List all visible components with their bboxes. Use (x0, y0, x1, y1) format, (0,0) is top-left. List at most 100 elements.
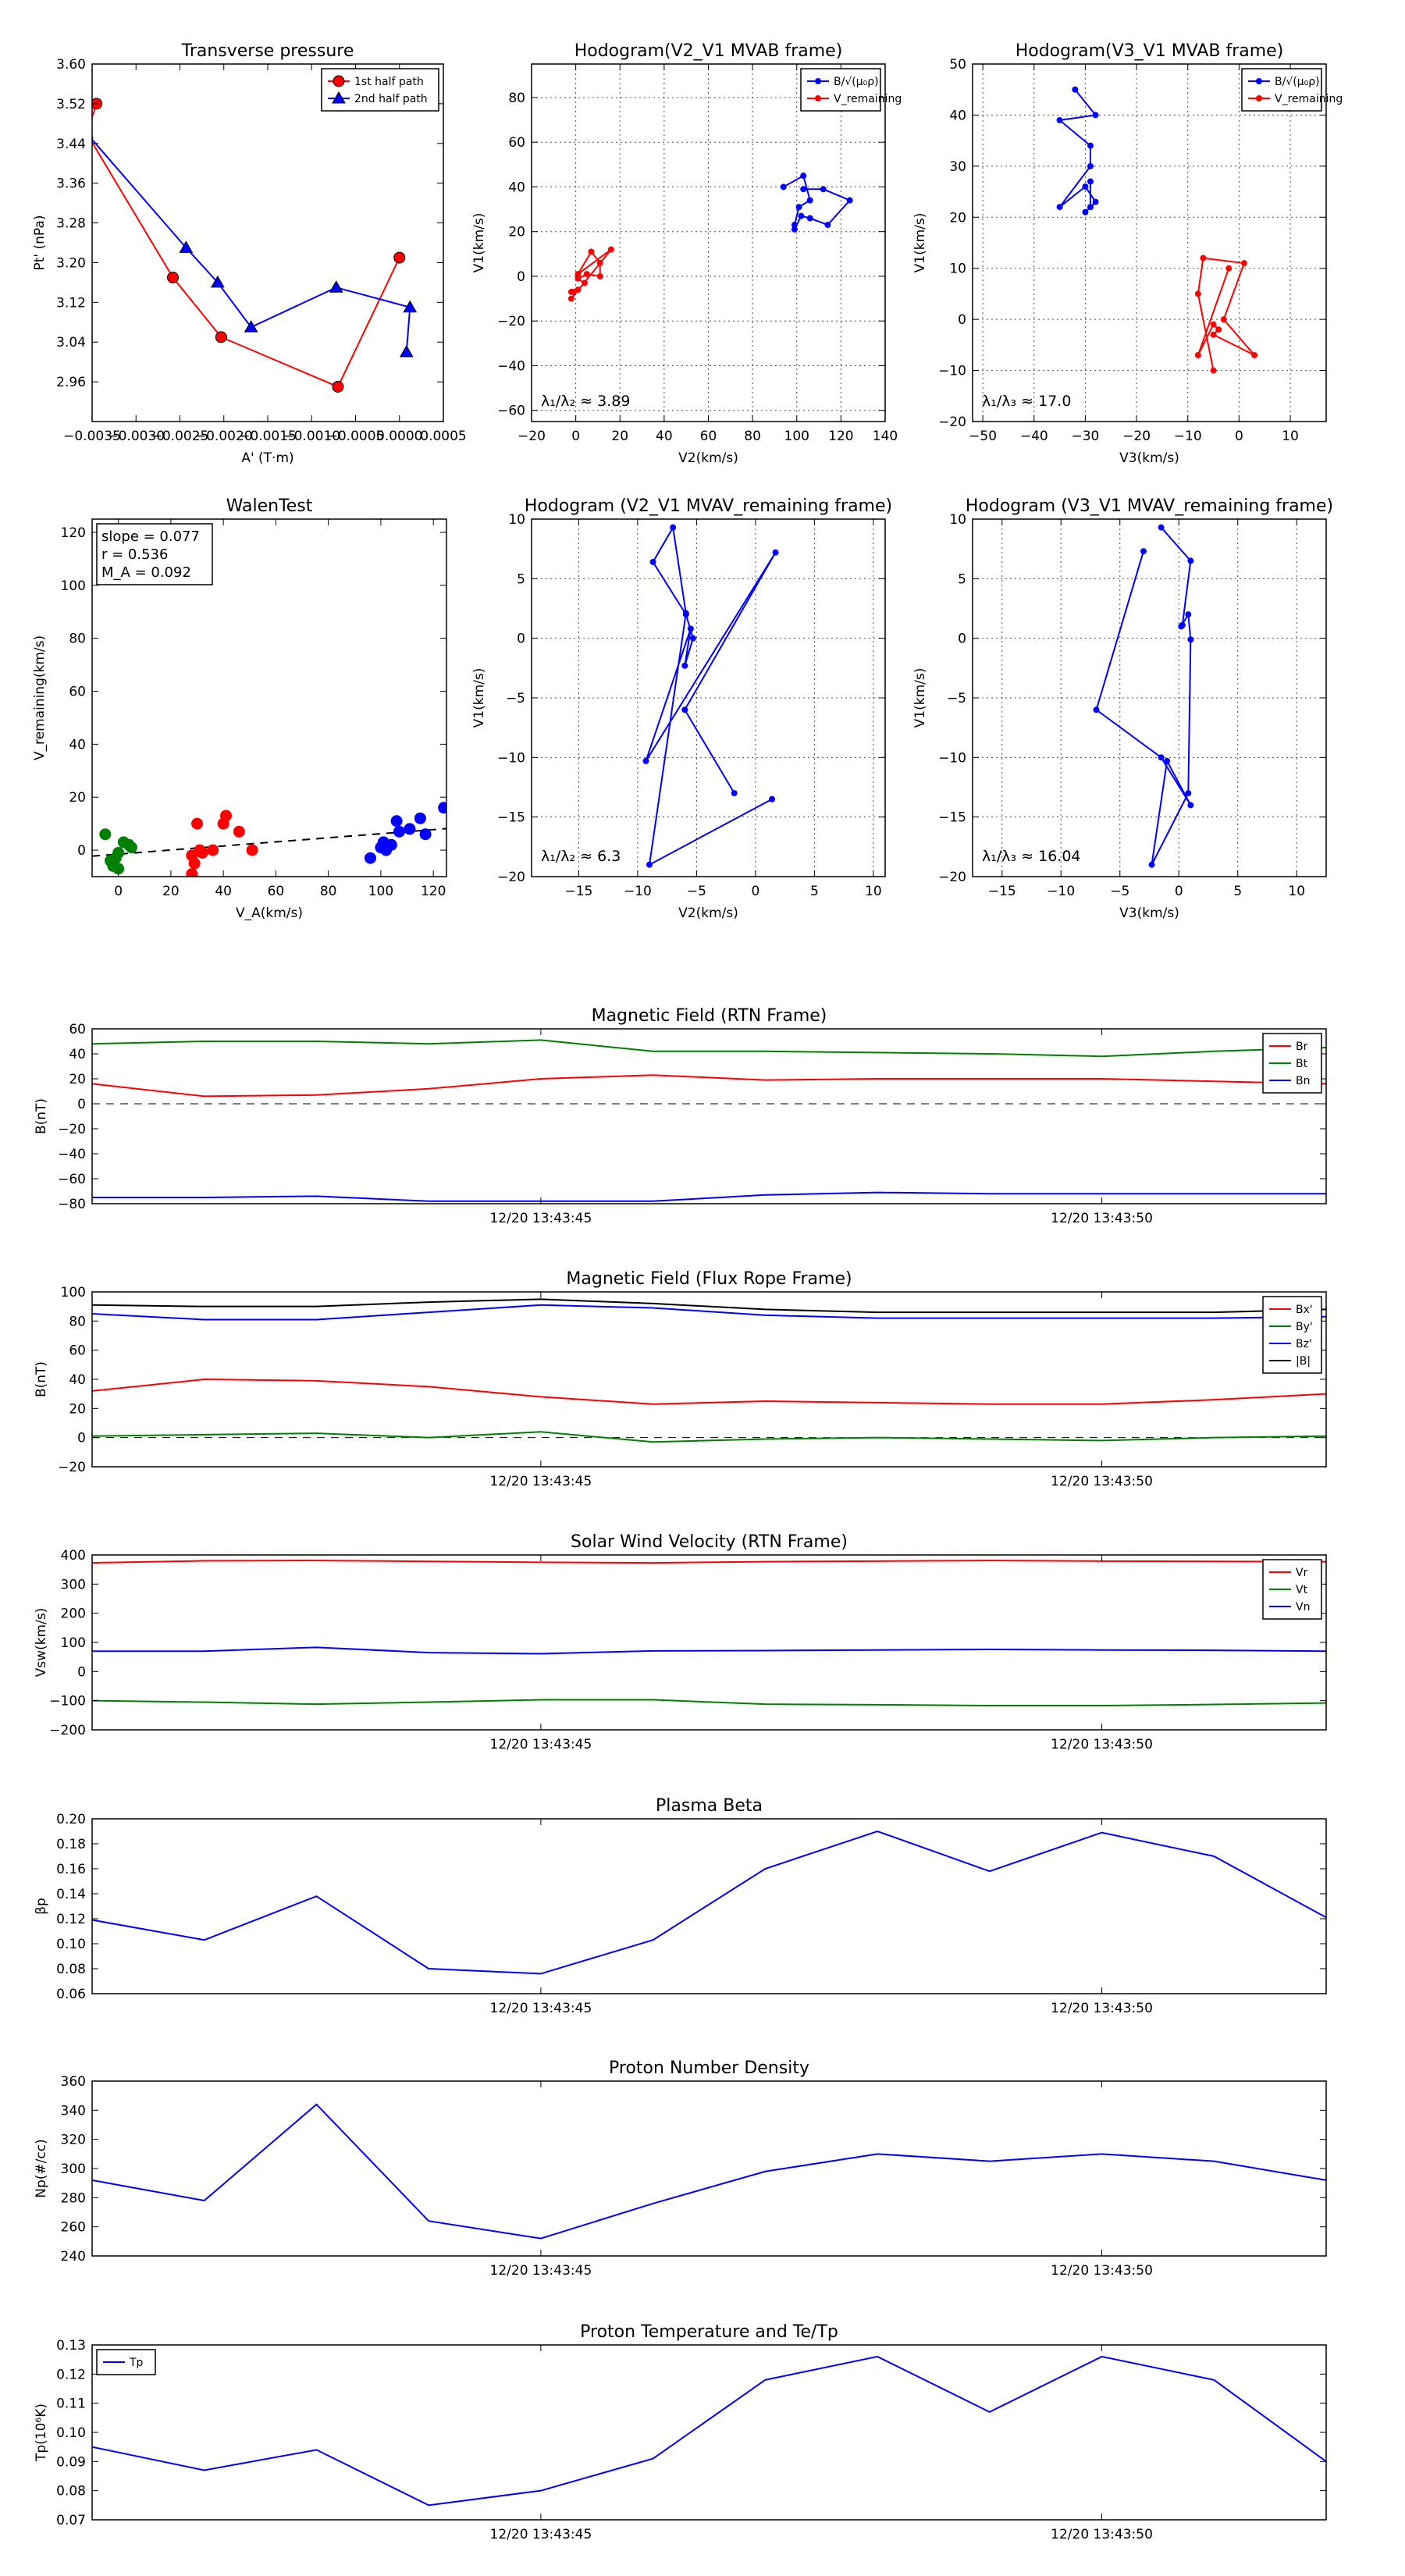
fit-line (92, 827, 446, 857)
y-tick-label: 200 (61, 1606, 86, 1622)
y-tick-label: 10 (949, 512, 966, 528)
data-point (607, 246, 614, 253)
data-point (583, 271, 590, 278)
series-line-by- (92, 1431, 1326, 1443)
y-tick-label: −20 (497, 314, 525, 329)
data-point (1087, 178, 1094, 185)
x-tick-label: 60 (268, 884, 285, 899)
plot-frame (972, 63, 1327, 422)
x-tick-label: 20 (162, 884, 180, 899)
x-tick-label: 12/20 13:43:45 (490, 1737, 592, 1752)
chart-beta: Plasma Beta 12/20 13:43:45 12/20 13:43:50 0… (34, 1796, 1327, 2016)
data-point (795, 204, 802, 211)
data-point (1194, 290, 1201, 297)
y-tick-label: 5 (958, 571, 966, 587)
y-tick-label: 300 (61, 2161, 86, 2177)
data-point (1092, 112, 1099, 119)
plot-area (567, 173, 853, 302)
data-point (211, 275, 225, 288)
legend-label: 2nd half path (354, 93, 428, 105)
annotation-text: λ₁/λ₃ ≈ 16.04 (982, 848, 1081, 865)
y-axis-label: V1(km/s) (471, 213, 487, 273)
series-line-np (92, 2103, 1326, 2240)
y-tick-label: 100 (61, 578, 86, 594)
y-tick-label: −20 (497, 870, 525, 885)
y-tick-label: 20 (508, 225, 525, 240)
y-tick-label: 40 (949, 108, 966, 123)
x-tick-label: −0.0015 (239, 429, 297, 444)
chart-title: Proton Temperature and Te/Tp (580, 2322, 838, 2342)
data-point (800, 186, 807, 193)
x-tick-label: 0 (571, 429, 580, 444)
x-tick-label: 100 (784, 429, 809, 444)
x-tick-label: 12/20 13:43:50 (1051, 2527, 1153, 2542)
plot-frame (91, 1028, 1327, 1204)
stats-line: r = 0.536 (101, 546, 168, 563)
data-point (780, 183, 787, 190)
legend: B/√(μ₀ρ) V_remaining (1241, 68, 1343, 112)
x-tick-label: −15 (564, 884, 592, 899)
plot-area (92, 1039, 1326, 1202)
scatter-point (419, 828, 432, 841)
legend-label: V_remaining (1275, 93, 1343, 105)
y-tick-label: 40 (69, 1372, 86, 1388)
y-tick-label: −40 (497, 358, 525, 374)
y-tick-label: 3.60 (56, 57, 86, 73)
x-tick-label: −20 (518, 429, 546, 444)
x-tick-label: 10 (865, 884, 882, 899)
data-point (1187, 802, 1194, 809)
data-point (820, 186, 827, 193)
chart-hodo1: Hodogram(V2_V1 MVAB frame) −20 0 20 40 60 80 10… (471, 41, 902, 466)
y-tick-label: 3.12 (56, 295, 86, 311)
y-tick-label: 0.09 (56, 2454, 86, 2470)
scatter-point (112, 846, 125, 859)
series-line-bn (92, 1191, 1326, 1202)
y-tick-label: 80 (508, 91, 525, 106)
y-tick-label: 0.12 (56, 1912, 86, 1927)
series-line-v (645, 525, 777, 866)
data-point (670, 524, 677, 531)
stats-frame (96, 523, 213, 585)
annotation-text: λ₁/λ₂ ≈ 6.3 (541, 848, 621, 865)
data-point (800, 173, 807, 180)
legend-label: Vr (1296, 1567, 1308, 1579)
scatter-point (393, 825, 405, 838)
y-tick-label: 10 (949, 262, 966, 277)
x-tick-label: −15 (988, 884, 1016, 899)
y-tick-label: 40 (69, 1047, 86, 1062)
chart-title: WalenTest (226, 496, 313, 516)
legend-marker (1256, 78, 1262, 84)
chart-walen: WalenTest 0 20 40 60 80 100 120 0 20 40 60 80 100 120 V… (32, 496, 447, 921)
x-tick-label: 12/20 13:43:45 (490, 1474, 592, 1489)
legend-frame (321, 68, 439, 112)
scatter-point (404, 823, 416, 835)
data-point (1187, 636, 1194, 643)
scatter-point (438, 802, 446, 814)
plot-area (1093, 524, 1194, 868)
y-tick-label: 60 (69, 685, 86, 700)
y-tick-label: 80 (69, 1314, 86, 1329)
y-tick-label: 40 (69, 737, 86, 753)
legend-frame (1262, 1296, 1322, 1374)
y-axis-label: Vsw(km/s) (34, 1608, 49, 1678)
y-tick-label: 3.52 (56, 97, 86, 112)
data-point (332, 380, 344, 393)
x-axis-label: V2(km/s) (678, 906, 738, 921)
data-point (1164, 757, 1171, 764)
y-tick-label: −20 (938, 870, 966, 885)
scatter-point (207, 844, 219, 856)
y-tick-label: 20 (69, 1072, 86, 1087)
y-tick-label: 400 (61, 1548, 86, 1564)
legend-marker (815, 78, 821, 84)
x-tick-label: 12/20 13:43:45 (490, 2001, 592, 2016)
series-line-1st-half-path (92, 103, 400, 388)
y-tick-label: −200 (49, 1723, 86, 1738)
y-tick-label: −20 (938, 415, 966, 430)
chart-hodo3: Hodogram (V2_V1 MVAV_remaining frame) −15… (471, 496, 892, 921)
x-tick-label: 40 (656, 429, 673, 444)
y-tick-label: −100 (49, 1694, 86, 1710)
legend-label: B/√(μ₀ρ) (1275, 76, 1320, 88)
y-tick-label: 340 (61, 2103, 86, 2119)
data-point (1158, 754, 1165, 761)
